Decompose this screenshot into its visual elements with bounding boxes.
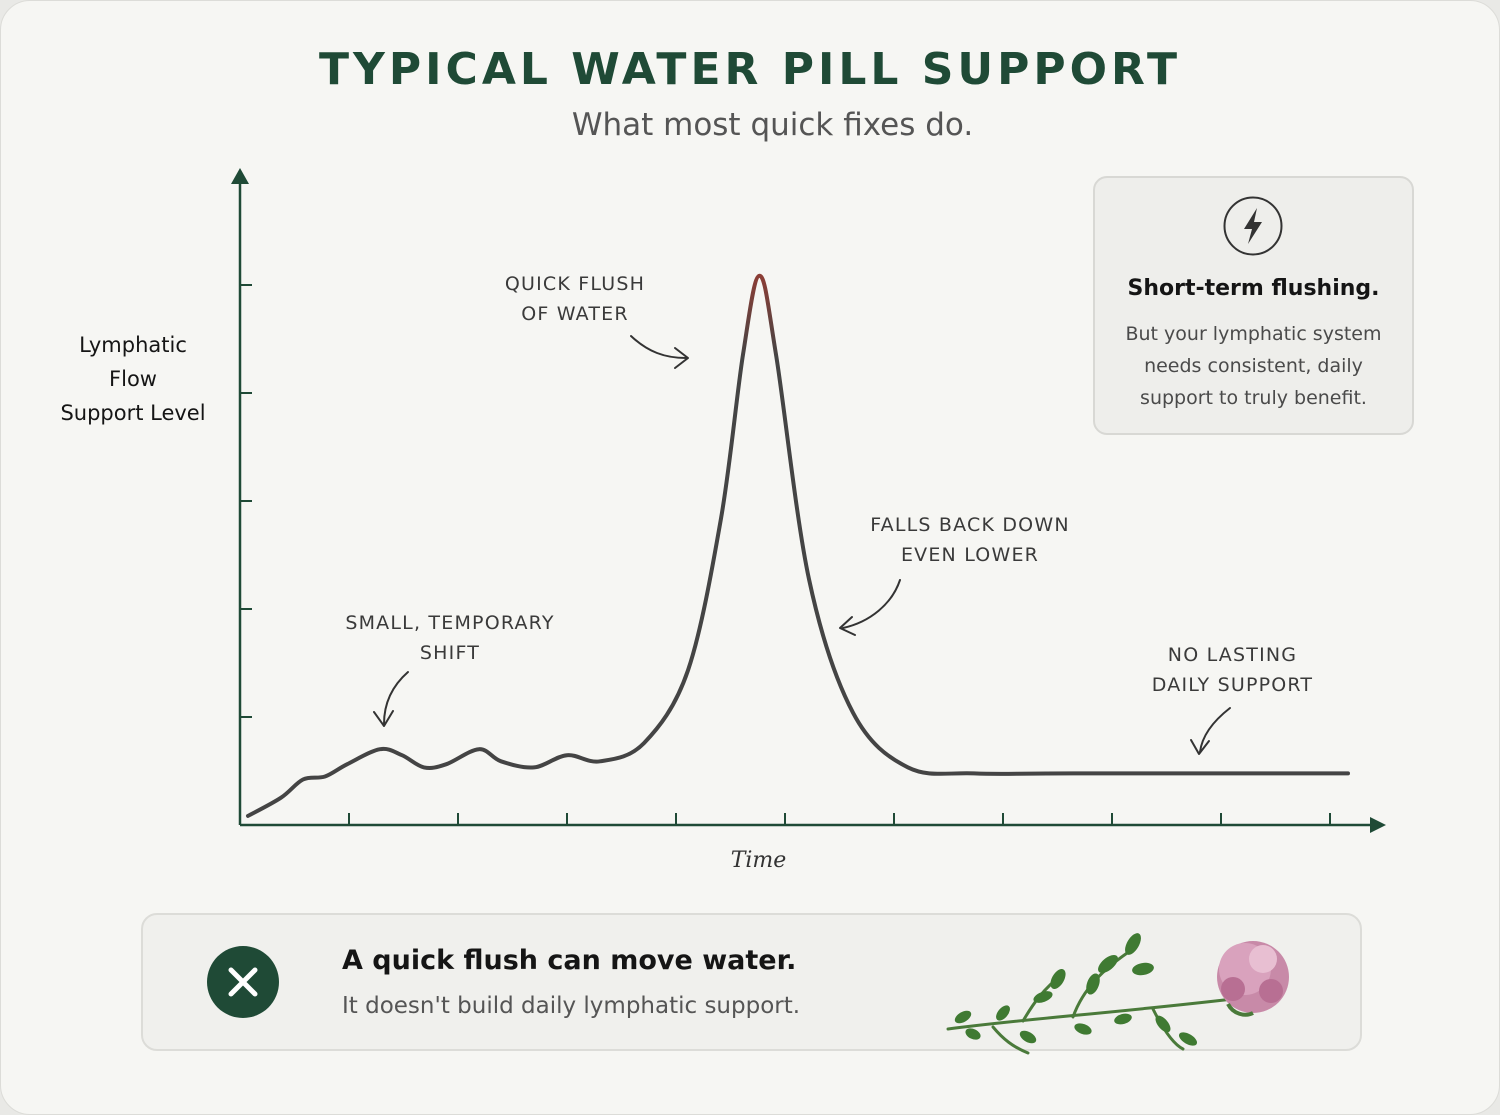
annotation-line: of water [521, 303, 629, 325]
annotation-arrows [373, 335, 1231, 755]
callout-body: But your lymphatic system needs consiste… [1125, 323, 1382, 409]
close-icon [207, 946, 279, 1018]
page-subtitle: What most quick fixes do. [571, 107, 974, 143]
annotation-line: shift [419, 642, 481, 664]
annotation-arrow-icon [1199, 707, 1231, 753]
callout-box: Short-term flushing. But your lymphatic … [1093, 176, 1414, 435]
y-axis-label-line: Flow [109, 367, 157, 391]
y-axis-arrow-icon [231, 168, 249, 184]
annotation-line: Small, temporary [345, 612, 555, 634]
series-line [246, 273, 1350, 818]
annotation-arrow-icon [674, 347, 689, 369]
lightning-bolt-icon [1223, 196, 1283, 256]
summary-banner: A quick flush can move water. It doesn't… [141, 913, 1362, 1055]
annotation-falls-back: Falls back down even lower [850, 510, 1090, 570]
annotation-line: daily support [1151, 674, 1314, 696]
annotation-line: even lower [900, 544, 1040, 566]
axis-ticks [240, 284, 1331, 825]
y-axis-label-line: Lymphatic [79, 333, 187, 357]
line-chart [231, 168, 1386, 833]
annotation-arrow-icon [842, 579, 901, 629]
banner-body: It doesn't build daily lymphatic support… [342, 993, 801, 1019]
annotation-line: Quick flush [504, 273, 646, 295]
page-title: TYPICAL WATER PILL SUPPORT [319, 44, 1181, 95]
x-axis-arrow-icon [1370, 817, 1386, 833]
annotation-line: No lasting [1167, 644, 1298, 666]
callout-title: Short-term flushing. [1127, 276, 1380, 301]
x-axis-label: Time [730, 848, 787, 873]
banner-title: A quick flush can move water. [342, 945, 797, 976]
annotation-arrow-icon [630, 335, 687, 359]
annotation-arrow-icon [383, 671, 409, 725]
red-clover-flower-icon [946, 933, 1289, 1055]
annotation-line: Falls back down [870, 514, 1070, 536]
annotation-arrow-icon [1190, 739, 1210, 755]
annotation-arrow-icon [839, 616, 856, 636]
annotation-arrow-icon [373, 710, 394, 727]
y-axis-label: Lymphatic Flow Support Level [40, 328, 226, 430]
y-axis-label-line: Support Level [60, 401, 206, 425]
annotation-quick-flush: Quick flush of water [470, 269, 680, 329]
annotation-no-lasting: No lasting daily support [1120, 640, 1345, 700]
annotation-small-shift: Small, temporary shift [335, 608, 565, 668]
